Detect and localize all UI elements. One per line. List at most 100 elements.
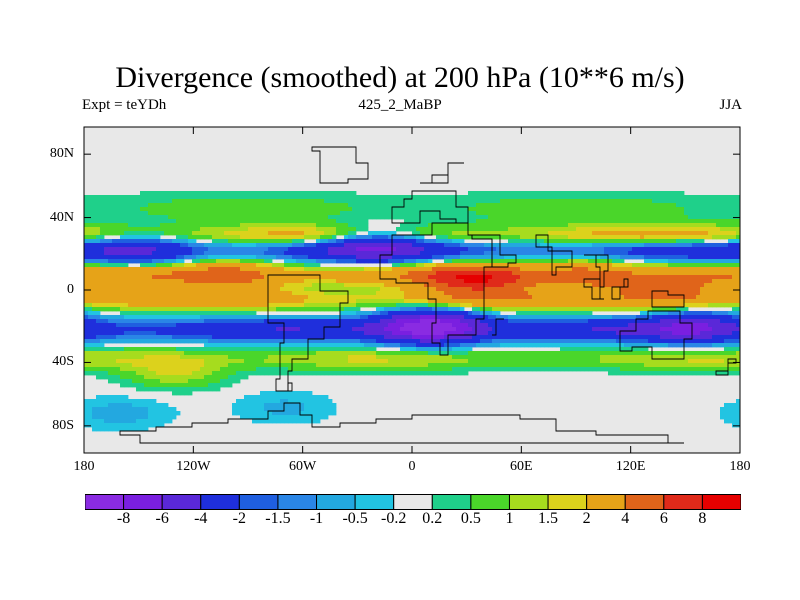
field-cell (352, 307, 357, 312)
field-cell (720, 295, 725, 300)
field-cell (340, 195, 345, 200)
field-cell (720, 259, 725, 264)
field-cell (176, 259, 181, 264)
field-cell (228, 223, 233, 228)
field-cell (404, 287, 409, 292)
field-cell (536, 203, 541, 208)
field-cell (212, 235, 217, 240)
field-cell (240, 207, 245, 212)
field-cell (552, 259, 557, 264)
field-cell (684, 239, 689, 244)
field-cell (240, 311, 245, 316)
field-cell (432, 251, 437, 256)
field-cell (572, 247, 577, 252)
field-cell (344, 235, 349, 240)
field-cell (220, 235, 225, 240)
field-cell (420, 219, 425, 224)
field-cell (144, 311, 149, 316)
field-cell (508, 219, 513, 224)
field-cell (528, 307, 533, 312)
field-cell (284, 195, 289, 200)
field-cell (320, 279, 325, 284)
field-cell (540, 199, 545, 204)
field-cell (500, 267, 505, 272)
field-cell (208, 191, 213, 196)
field-cell (560, 191, 565, 196)
field-cell (508, 191, 513, 196)
field-cell (132, 211, 137, 216)
field-cell (532, 307, 537, 312)
field-cell (624, 227, 629, 232)
field-cell (368, 303, 373, 308)
field-cell (468, 203, 473, 208)
field-cell (144, 207, 149, 212)
field-cell (688, 263, 693, 268)
field-cell (584, 211, 589, 216)
field-cell (468, 315, 473, 320)
field-cell (568, 195, 573, 200)
field-cell (380, 311, 385, 316)
field-cell (484, 207, 489, 212)
field-cell (492, 251, 497, 256)
field-cell (256, 295, 261, 300)
field-cell (400, 195, 405, 200)
field-cell (84, 287, 89, 292)
field-cell (424, 211, 429, 216)
field-cell (368, 251, 373, 256)
field-cell (636, 199, 641, 204)
field-cell (144, 267, 149, 272)
field-cell (616, 243, 621, 248)
field-cell (648, 235, 653, 240)
field-cell (384, 315, 389, 320)
field-cell (372, 267, 377, 272)
field-cell (616, 279, 621, 284)
field-cell (620, 295, 625, 300)
field-cell (148, 283, 153, 288)
field-cell (568, 271, 573, 276)
field-cell (204, 295, 209, 300)
field-cell (524, 227, 529, 232)
field-cell (372, 243, 377, 248)
field-cell (624, 295, 629, 300)
field-cell (400, 235, 405, 240)
field-cell (164, 203, 169, 208)
field-cell (192, 207, 197, 212)
field-cell (128, 259, 133, 264)
field-cell (476, 303, 481, 308)
field-cell (236, 211, 241, 216)
field-cell (456, 235, 461, 240)
field-cell (568, 211, 573, 216)
field-cell (508, 203, 513, 208)
field-cell (520, 291, 525, 296)
field-cell (100, 255, 105, 260)
field-cell (200, 223, 205, 228)
field-cell (388, 315, 393, 320)
field-cell (468, 207, 473, 212)
field-cell (592, 287, 597, 292)
field-cell (724, 275, 729, 280)
field-cell (620, 235, 625, 240)
field-cell (676, 231, 681, 236)
field-cell (436, 311, 441, 316)
field-cell (212, 215, 217, 220)
field-cell (364, 215, 369, 220)
field-cell (388, 215, 393, 220)
field-cell (708, 287, 713, 292)
field-cell (468, 299, 473, 304)
field-cell (584, 279, 589, 284)
field-cell (512, 247, 517, 252)
field-cell (340, 239, 345, 244)
field-cell (616, 291, 621, 296)
field-cell (444, 291, 449, 296)
field-cell (652, 255, 657, 260)
field-cell (672, 247, 677, 252)
field-cell (116, 255, 121, 260)
field-cell (204, 199, 209, 204)
field-cell (584, 287, 589, 292)
field-cell (296, 315, 301, 320)
field-cell (248, 195, 253, 200)
field-cell (708, 283, 713, 288)
field-cell (176, 207, 181, 212)
field-cell (172, 307, 177, 312)
field-cell (348, 283, 353, 288)
